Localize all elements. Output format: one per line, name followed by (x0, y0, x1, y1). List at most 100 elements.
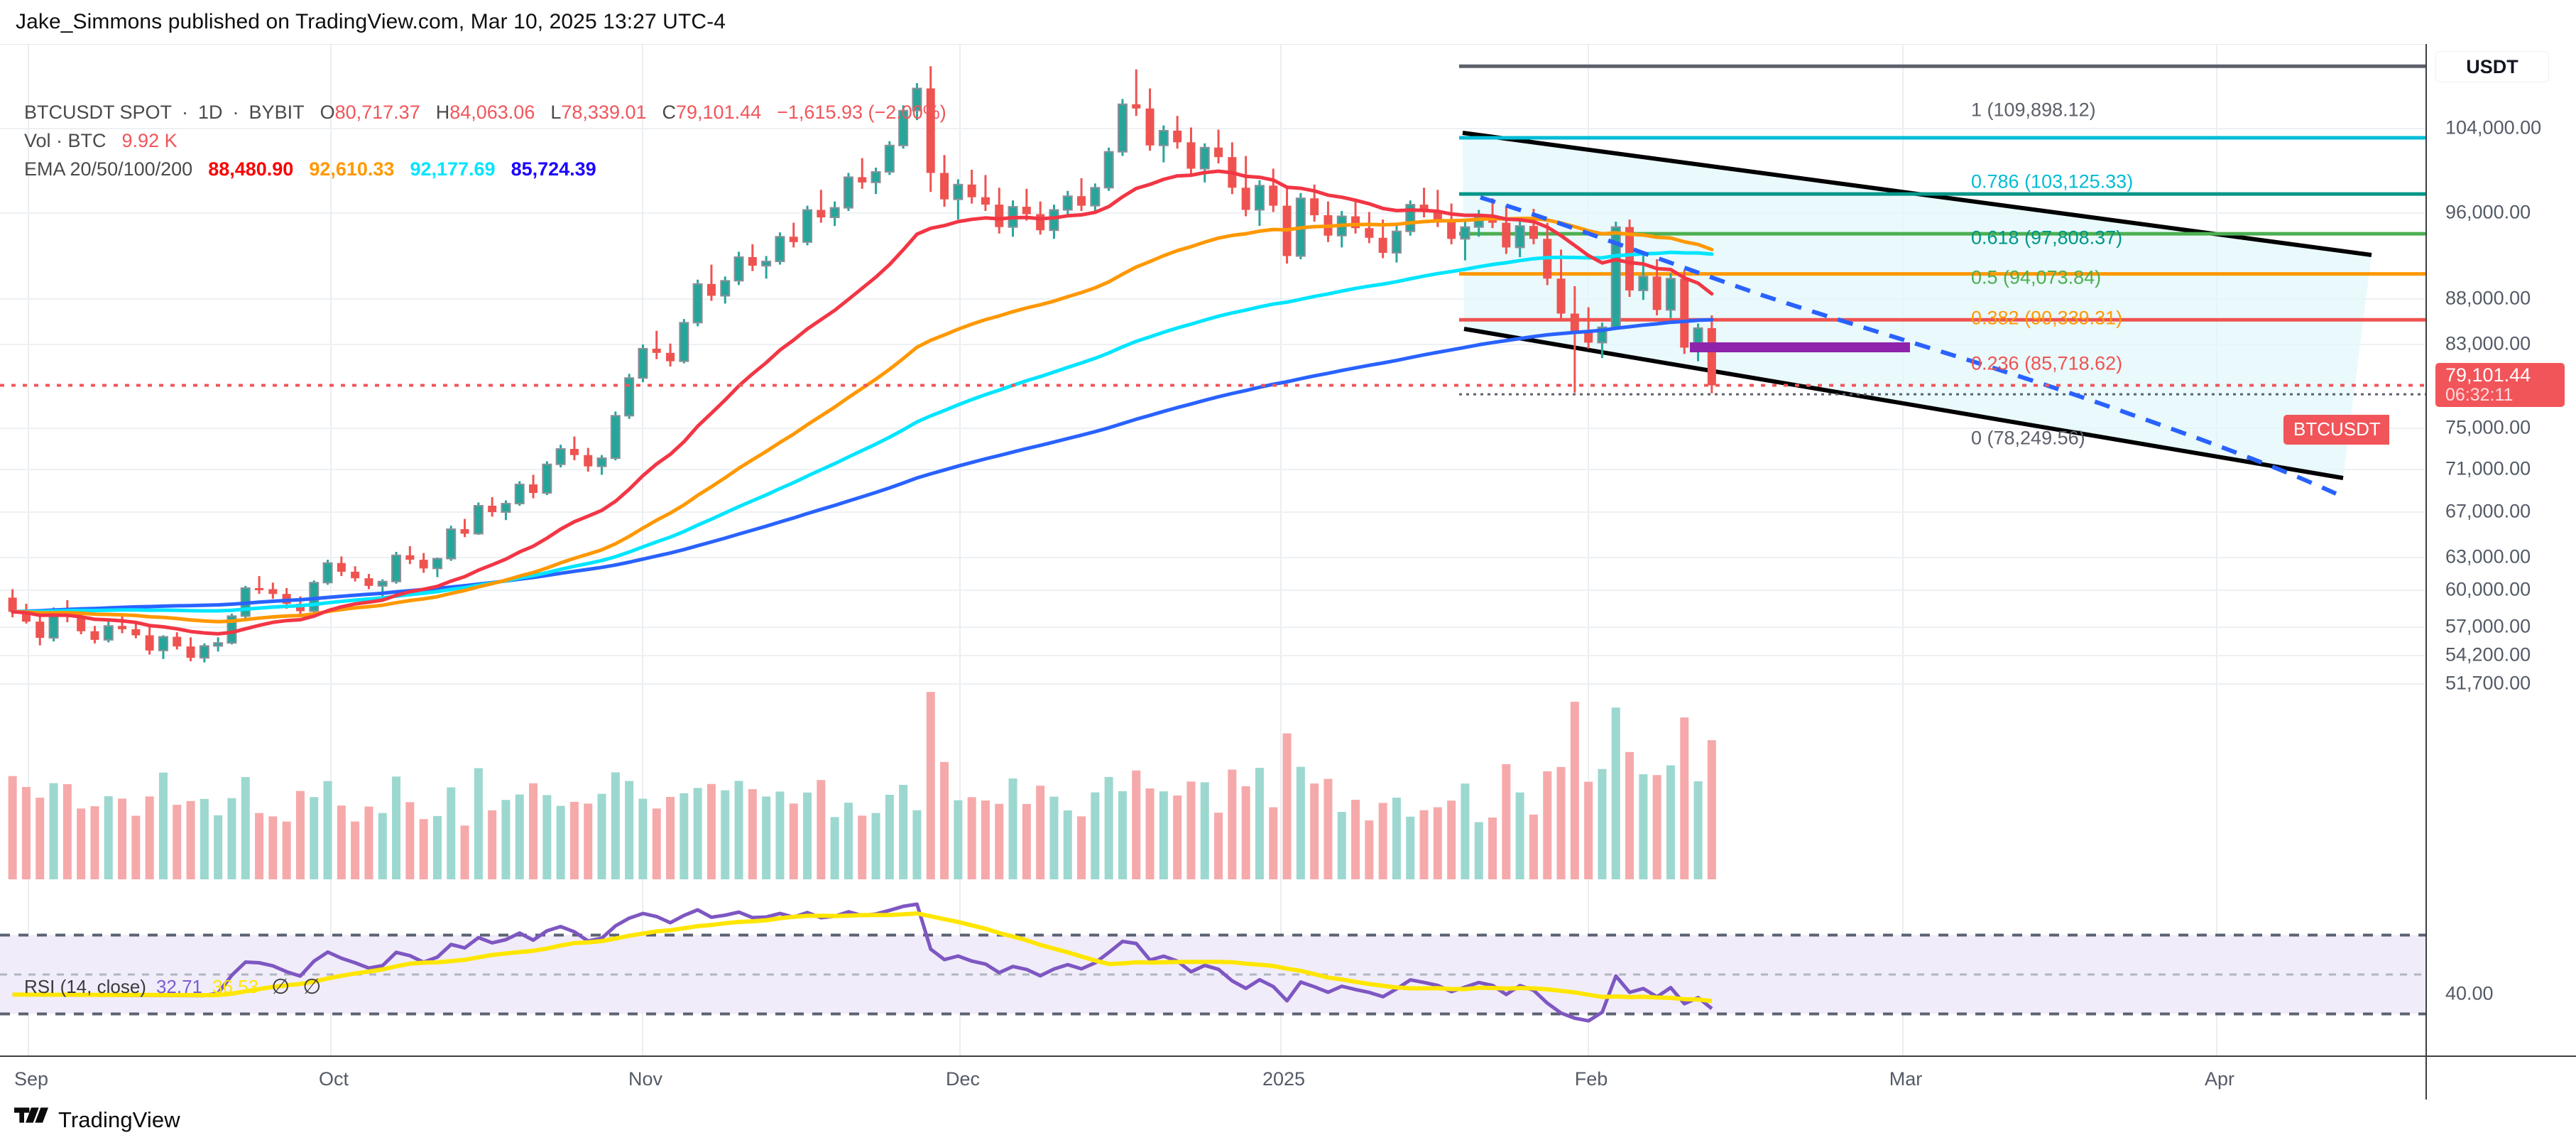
volume-bar (1228, 769, 1237, 879)
candle-body (1460, 226, 1470, 240)
candle-body (1680, 278, 1689, 348)
candle-body (1652, 276, 1661, 310)
volume-bar (90, 806, 99, 879)
volume-bar (1543, 771, 1552, 879)
candle-body (1090, 187, 1101, 207)
candle-body (322, 562, 333, 584)
volume-bar (1255, 768, 1264, 879)
ema-line-ema200 (11, 317, 1714, 614)
volume-bar (1351, 799, 1360, 879)
volume-bar (1461, 783, 1470, 879)
candle-body (77, 616, 86, 631)
rsi-background (0, 933, 2425, 1016)
candle-body (158, 636, 168, 651)
candle-body (542, 463, 552, 494)
volume-bar (488, 810, 497, 879)
candle-body (501, 503, 511, 513)
volume-bar (1365, 820, 1374, 879)
candle-body (529, 484, 538, 493)
candle-body (473, 505, 484, 535)
volume-bar (1570, 701, 1579, 879)
volume-bar (364, 806, 373, 879)
volume-bar (1036, 786, 1045, 879)
candle-body (1707, 327, 1716, 386)
dashed-midline (1480, 195, 2337, 496)
price-tick-9: 57,000.00 (2445, 615, 2531, 637)
volume-bar (762, 796, 771, 879)
volume-bar (131, 815, 141, 879)
volume-bar (392, 776, 401, 879)
candle-body (940, 173, 949, 200)
volume-bar (200, 798, 209, 879)
last-price-badge: 79,101.44 06:32:11 (2435, 362, 2565, 407)
time-tick-oct: Oct (318, 1068, 349, 1090)
chart-plot-area[interactable]: BTCUSDT SPOT · 1D · BYBIT O 80,717.37 H 84… (0, 44, 2425, 1055)
time-scale[interactable]: Sep Oct Nov Dec 2025 Feb Mar Apr (0, 1055, 2425, 1100)
volume-bar (227, 798, 236, 879)
volume-bar (378, 813, 387, 879)
candle-body (295, 604, 305, 612)
volume-bars (8, 692, 1716, 879)
volume-bar (1474, 822, 1483, 879)
candle-body (514, 484, 525, 504)
candle-body (460, 529, 469, 534)
candle-body (1515, 225, 1525, 249)
price-tick-2: 88,000.00 (2445, 287, 2531, 309)
candle-body (391, 554, 402, 582)
candle-body (446, 528, 457, 560)
candle-body (912, 87, 922, 112)
volume-bar (21, 787, 31, 879)
candle-body (1145, 108, 1155, 146)
volume-bar (310, 797, 319, 879)
volume-bar (693, 788, 702, 879)
volume-bar (323, 781, 332, 879)
volume-bar (282, 821, 291, 879)
candle-body (213, 642, 224, 647)
candle-body (173, 636, 182, 647)
volume-bar (255, 813, 264, 879)
volume-bar (62, 784, 72, 879)
candle-body (610, 415, 621, 460)
tradingview-logo-icon (14, 1107, 48, 1132)
volume-bar (1693, 781, 1703, 879)
price-scale[interactable]: USDT 104,000.00 96,000.00 88,000.00 83,000.… (2425, 44, 2576, 1055)
volume-bar (940, 761, 949, 879)
candle-body (789, 237, 798, 242)
candle-body (1502, 222, 1511, 248)
volume-bar (419, 819, 428, 879)
candle-body (118, 626, 127, 629)
candle-body (829, 207, 840, 219)
volume-bar (241, 777, 250, 879)
candle-body (1199, 146, 1210, 170)
candle-body (1584, 332, 1593, 343)
ema-line-ema100 (11, 250, 1714, 614)
volume-bar (118, 798, 127, 879)
price-tick-1: 96,000.00 (2445, 201, 2531, 223)
candle-body (186, 646, 195, 658)
candle-body (255, 587, 264, 590)
candle-body (817, 210, 826, 218)
volume-bar (1104, 776, 1113, 879)
ema-lines (11, 169, 1714, 636)
volume-bar (173, 805, 182, 879)
volume-bar (926, 692, 935, 879)
fibonacci-levels (1459, 64, 2425, 396)
candle-body (1529, 226, 1538, 239)
candle-body (1556, 278, 1566, 314)
volume-bar (8, 776, 17, 879)
candle-body (926, 88, 935, 173)
rsi-indicator (12, 902, 1713, 1023)
volume-bar (885, 794, 894, 879)
volume-bar (844, 803, 853, 879)
candle-body (1077, 196, 1086, 206)
volume-bar (1145, 788, 1155, 879)
volume-bar (789, 803, 798, 879)
volume-bar (36, 798, 45, 879)
candle-body (1049, 209, 1059, 232)
candle-body (624, 377, 635, 417)
price-scale-unit[interactable]: USDT (2435, 51, 2549, 82)
candle-body (1173, 130, 1182, 143)
candle-body (638, 347, 648, 379)
candle-body (1103, 151, 1114, 189)
